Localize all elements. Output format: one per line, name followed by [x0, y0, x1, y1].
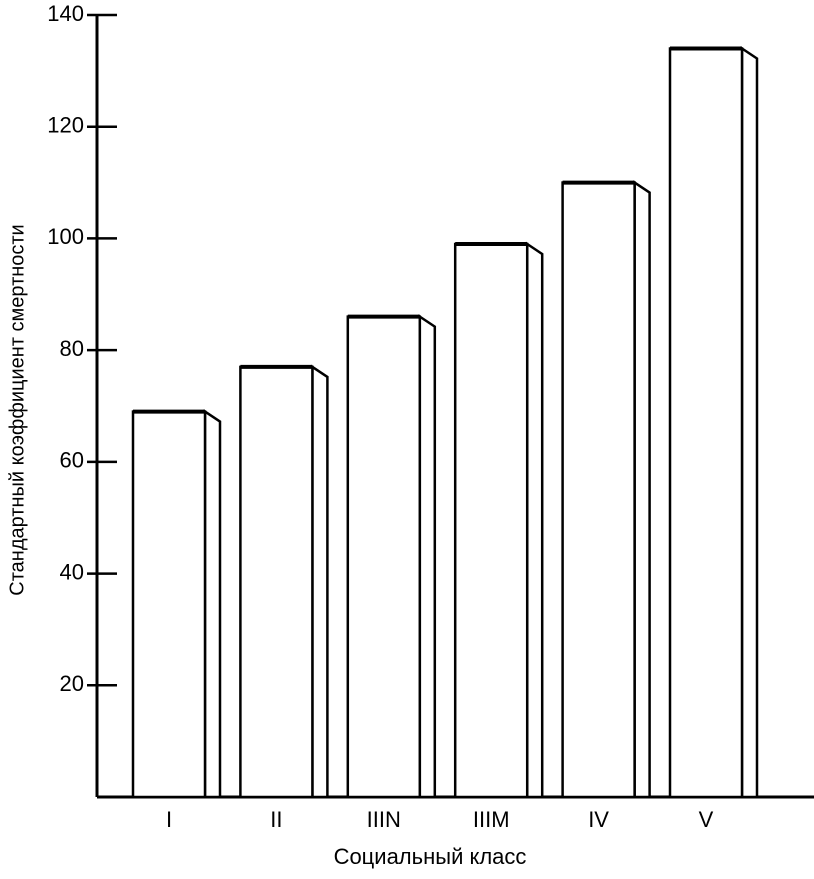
y-axis-label: Стандартный коэффициент смертности: [6, 224, 28, 595]
bar: [668, 47, 744, 799]
bar-side: [525, 241, 544, 799]
bar: [239, 365, 314, 799]
y-tick-label: 40: [60, 559, 84, 584]
y-tick-label: 80: [60, 336, 84, 361]
x-tick-label: IIIM: [473, 807, 510, 832]
y-tick-label: 100: [47, 224, 84, 249]
y-tick-label: 20: [60, 671, 84, 696]
bar-side: [418, 314, 437, 799]
y-tick-label: 140: [47, 1, 84, 26]
bar-side: [740, 46, 759, 799]
x-tick-label: IV: [588, 807, 609, 832]
x-tick-label: I: [166, 807, 172, 832]
y-tick-label: 60: [60, 448, 84, 473]
bar-side: [203, 409, 222, 799]
bar: [131, 410, 207, 799]
x-tick-label: V: [699, 807, 714, 832]
x-tick-label: II: [270, 807, 282, 832]
bar: [561, 181, 636, 799]
x-tick-label: IIIN: [367, 807, 401, 832]
x-axis-label: Социальный класс: [334, 844, 527, 869]
bar: [346, 315, 422, 799]
bar-side: [311, 364, 329, 799]
bar: [453, 242, 529, 799]
bar-side: [633, 180, 651, 799]
y-tick-label: 120: [47, 113, 84, 138]
